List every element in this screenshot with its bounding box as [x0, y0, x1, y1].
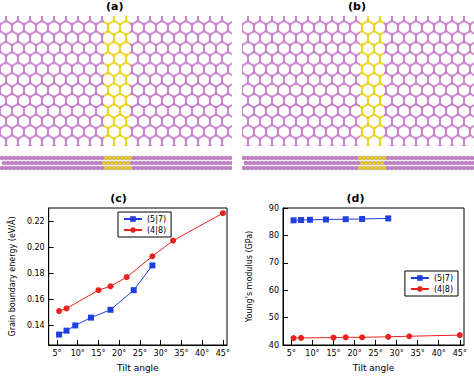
svg-text:10°: 10° — [71, 349, 85, 358]
svg-text:40°: 40° — [432, 349, 446, 358]
svg-text:20°: 20° — [112, 349, 126, 358]
svg-text:15°: 15° — [326, 349, 340, 358]
svg-text:45°: 45° — [453, 349, 467, 358]
svg-text:25°: 25° — [133, 349, 147, 358]
svg-text:5°: 5° — [287, 349, 296, 358]
svg-text:35°: 35° — [174, 349, 188, 358]
svg-text:(5|7): (5|7) — [147, 215, 166, 224]
svg-text:Grain boundary energy (eV/Å): Grain boundary energy (eV/Å) — [6, 216, 17, 336]
svg-text:35°: 35° — [411, 349, 425, 358]
html-text:(a): (a) — [106, 0, 124, 13]
svg-text:(d): (d) — [347, 192, 365, 205]
svg-text:60: 60 — [269, 286, 279, 295]
svg-text:80: 80 — [269, 231, 279, 240]
svg-text:0.16: 0.16 — [27, 295, 45, 304]
svg-text:40°: 40° — [195, 349, 209, 358]
svg-text:30°: 30° — [390, 349, 404, 358]
svg-text:90: 90 — [269, 204, 279, 213]
svg-text:0.20: 0.20 — [27, 243, 45, 252]
svg-text:30°: 30° — [154, 349, 168, 358]
svg-text:Tilt angle: Tilt angle — [116, 363, 159, 373]
svg-text:40: 40 — [269, 341, 279, 350]
svg-text:(4|8): (4|8) — [147, 226, 166, 235]
svg-text:Young's modulus (GPa): Young's modulus (GPa) — [245, 231, 254, 324]
html-text:(b): (b) — [348, 0, 366, 13]
svg-text:0.14: 0.14 — [27, 321, 45, 330]
svg-text:70: 70 — [269, 258, 279, 267]
svg-text:15°: 15° — [91, 349, 105, 358]
svg-text:20°: 20° — [347, 349, 361, 358]
svg-text:Tilt angle: Tilt angle — [352, 363, 395, 373]
svg-text:(5|7): (5|7) — [434, 274, 453, 283]
svg-text:25°: 25° — [369, 349, 383, 358]
svg-text:0.22: 0.22 — [27, 217, 45, 226]
svg-text:50: 50 — [269, 313, 279, 322]
svg-text:(c): (c) — [110, 192, 127, 205]
svg-text:0.18: 0.18 — [27, 269, 45, 278]
svg-text:5°: 5° — [52, 349, 61, 358]
svg-text:45°: 45° — [216, 349, 230, 358]
svg-text:10°: 10° — [305, 349, 319, 358]
svg-text:(4|8): (4|8) — [434, 285, 453, 294]
